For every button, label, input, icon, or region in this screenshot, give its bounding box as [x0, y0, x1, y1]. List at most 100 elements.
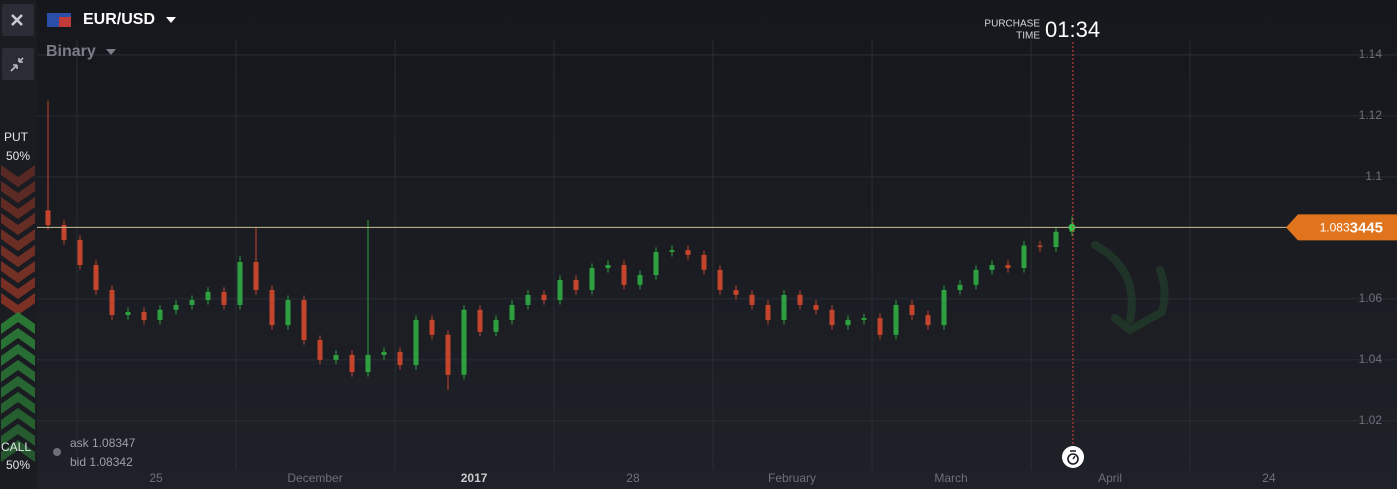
sentiment-bar: [1, 165, 35, 462]
call-label: CALL: [1, 440, 31, 454]
candle-body: [989, 265, 995, 270]
y-tick-label: 1.14: [1359, 47, 1383, 61]
candle-body: [237, 261, 243, 305]
candle-body: [477, 309, 483, 332]
timer-icon: [1070, 450, 1076, 460]
call-chevron: [1, 376, 35, 398]
candle-body: [861, 318, 867, 320]
price-prefix: 1.083: [1320, 221, 1350, 235]
candle-body: [509, 304, 515, 320]
candle-body: [525, 294, 531, 305]
candle-body: [189, 300, 195, 305]
x-tick-label: December: [287, 471, 342, 485]
candle-body: [205, 291, 211, 301]
x-tick-label: 24: [1262, 471, 1276, 485]
close-icon: [11, 14, 23, 26]
call-chevron: [1, 392, 35, 414]
purchase-label: PURCHASE: [984, 19, 1040, 30]
candle-body: [845, 319, 851, 326]
ask-label: ask: [70, 436, 90, 450]
mode-name: Binary: [46, 43, 96, 60]
candle-body: [285, 300, 291, 326]
current-point: [1068, 223, 1076, 231]
candle-body: [973, 269, 979, 285]
candle-body: [557, 279, 563, 301]
x-tick-label: 25: [149, 471, 163, 485]
candle-body: [301, 300, 307, 341]
candle-body: [605, 265, 611, 269]
candle-body: [669, 250, 675, 252]
put-chevron: [1, 277, 35, 299]
ask-value: 1.08347: [92, 436, 136, 450]
candle-body: [1005, 265, 1011, 269]
quote: bid 1.08342: [70, 455, 133, 469]
candle-body: [781, 294, 787, 320]
put-chevron: [1, 181, 35, 203]
timer-icon: [1067, 453, 1079, 465]
candle-body: [445, 334, 451, 375]
candle-body: [893, 304, 899, 335]
call-chevron: [1, 440, 35, 462]
price-suffix: 3445: [1350, 219, 1383, 236]
asset-selector[interactable]: EUR/USD: [47, 11, 176, 28]
candle-body: [637, 275, 643, 285]
call-percent: 50%: [6, 458, 30, 472]
put-percent: 50%: [6, 149, 30, 163]
candle-body: [461, 309, 467, 375]
hint-arrow: [1091, 241, 1169, 335]
caret: [106, 49, 116, 55]
x-tick-label: March: [934, 471, 967, 485]
bid-label: bid: [70, 455, 86, 469]
put-chevron: [1, 293, 35, 315]
candle-body: [45, 210, 51, 226]
asset-name: EUR/USD: [83, 11, 155, 28]
candle-body: [1053, 231, 1059, 248]
call-chevron: [1, 328, 35, 350]
call-chevron: [1, 360, 35, 382]
candle-body: [333, 354, 339, 360]
candle-body: [173, 304, 179, 310]
candle-body: [317, 340, 323, 360]
candle-body: [109, 290, 115, 316]
candle-body: [541, 294, 547, 301]
candle-body: [221, 291, 227, 305]
candle-body: [717, 269, 723, 291]
candle-body: [349, 354, 355, 373]
candle-body: [653, 251, 659, 276]
put-label: PUT: [4, 130, 29, 144]
put-chevron: [1, 245, 35, 267]
candle-body: [77, 240, 83, 266]
candle-body: [493, 319, 499, 332]
call-chevron: [1, 424, 35, 446]
put-chevron: [1, 213, 35, 235]
candle-body: [269, 290, 275, 326]
price-tag-label: 1.0833445: [1320, 219, 1383, 236]
timer-button[interactable]: [1062, 446, 1084, 468]
call-chevron: [1, 408, 35, 430]
put-chevron: [1, 261, 35, 283]
candle-body: [701, 254, 707, 270]
info-icon[interactable]: [53, 448, 61, 456]
collapse-button[interactable]: [2, 48, 34, 80]
x-tick-label: April: [1098, 471, 1122, 485]
candle-body: [93, 265, 99, 291]
candle-body: [589, 268, 595, 291]
candle-body: [413, 319, 419, 366]
price-tag: [1286, 214, 1397, 241]
candle-body: [61, 225, 67, 241]
mode-selector[interactable]: Binary: [46, 43, 116, 60]
quote: ask 1.08347: [70, 436, 136, 450]
candle-body: [813, 304, 819, 310]
y-tick-label: 1.12: [1359, 108, 1383, 122]
candle-body: [253, 261, 259, 291]
purchase-label: TIME: [1016, 31, 1040, 42]
candle-body: [573, 279, 579, 291]
candle-body: [429, 319, 435, 335]
flag-us: [59, 17, 71, 27]
candle-body: [157, 309, 163, 320]
candle-body: [685, 250, 691, 255]
candle-body: [397, 351, 403, 366]
y-tick-label: 1.04: [1359, 352, 1383, 366]
